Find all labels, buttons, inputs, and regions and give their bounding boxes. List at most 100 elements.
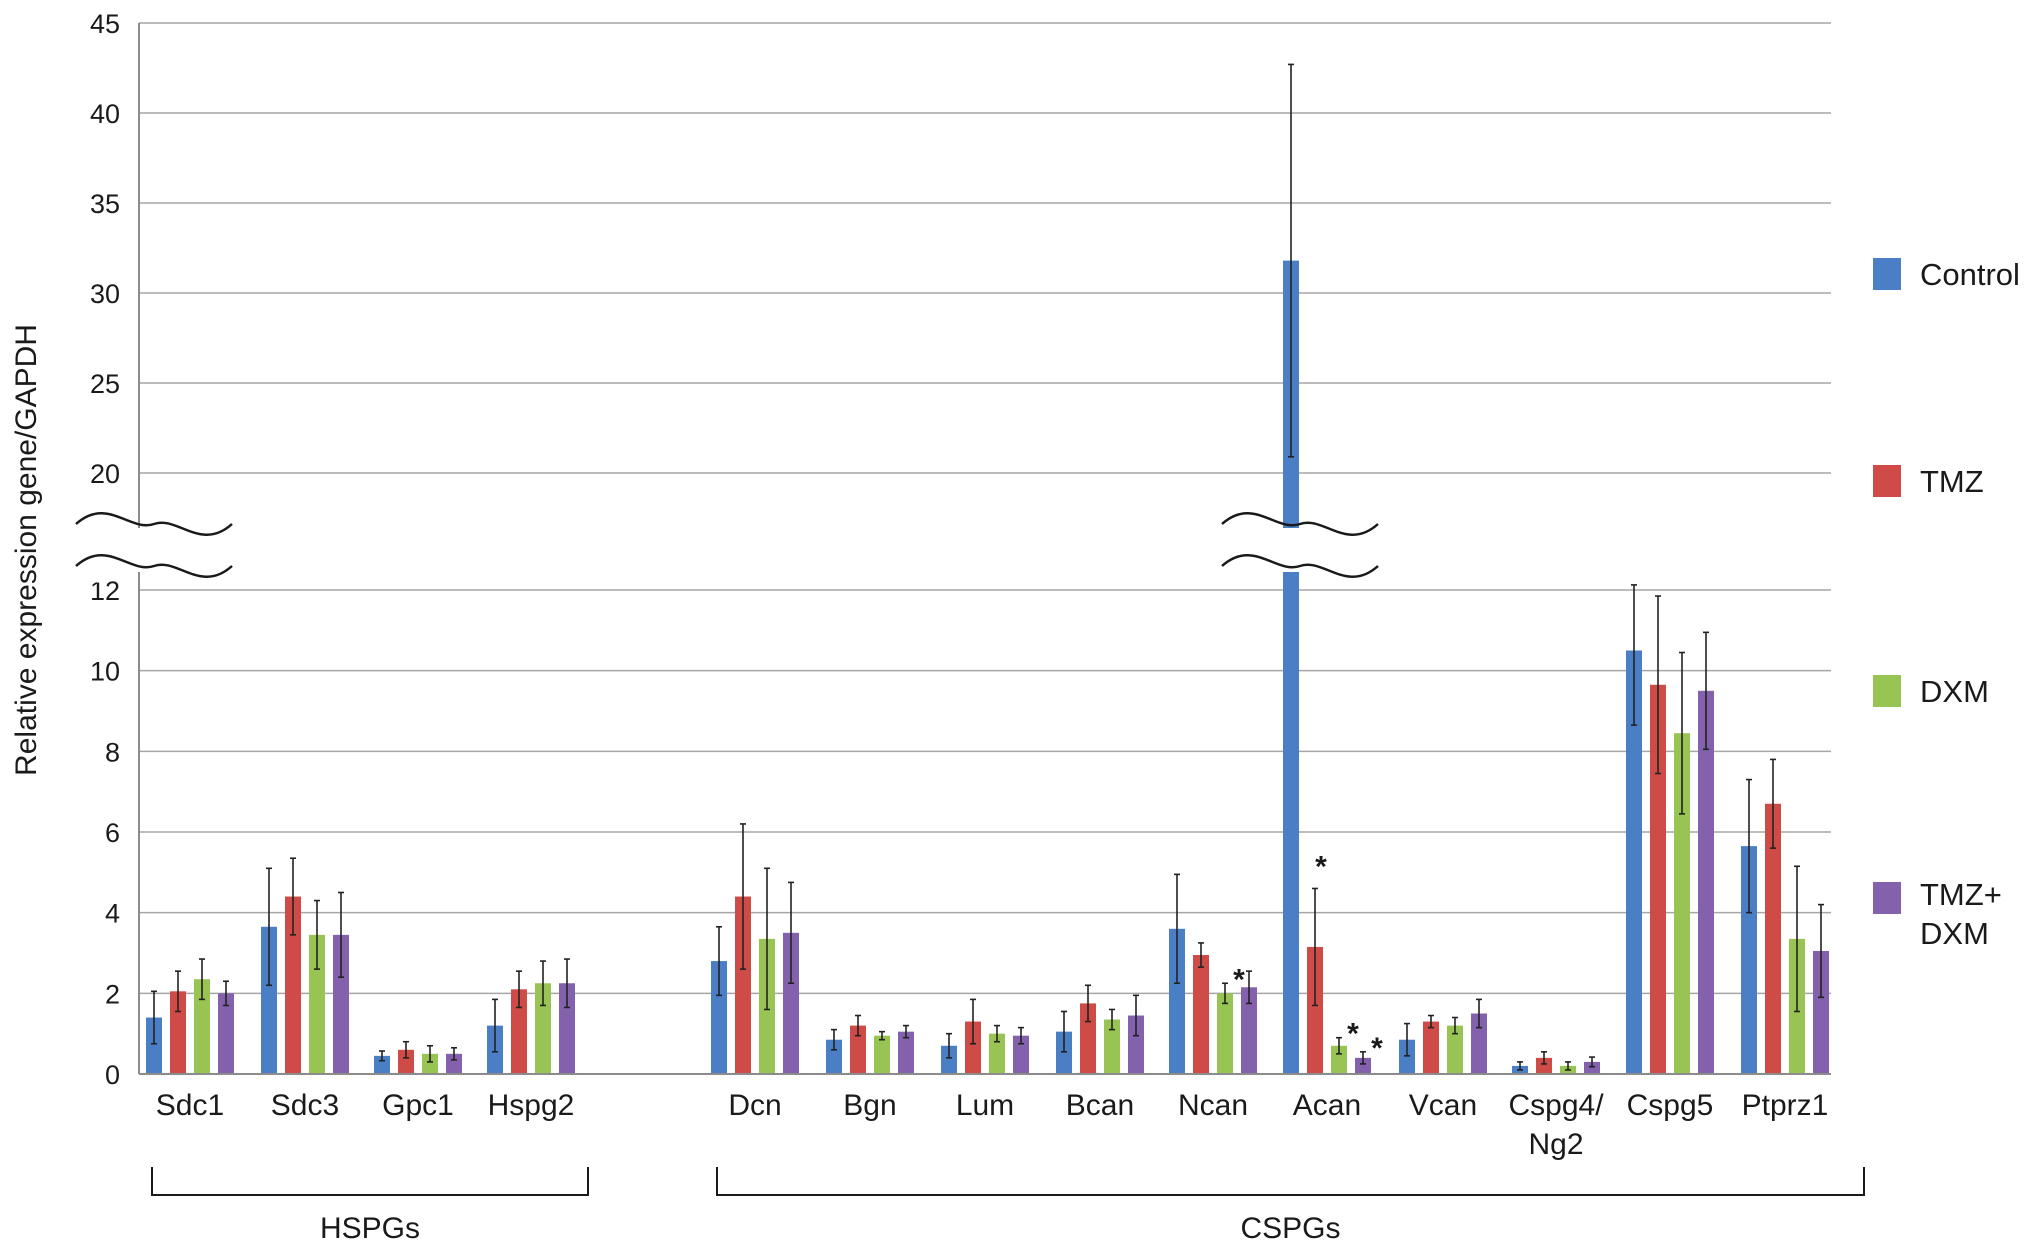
y-tick-label: 25 [90, 369, 120, 399]
bar-tmz-hspg2 [511, 989, 527, 1074]
y-tick-label: 30 [90, 279, 120, 309]
bar-dxm-cspg5 [1674, 733, 1690, 1074]
x-category-label: Acan [1293, 1089, 1361, 1122]
bar-dxm-acan [1331, 1045, 1347, 1074]
bar-tmz-dxm-dcn [783, 932, 799, 1074]
group-bracket [151, 1167, 589, 1196]
bar-dxm-vcan [1447, 1025, 1463, 1074]
bar-control-cspg5 [1626, 650, 1642, 1074]
bar-tmz-dxm-acan [1355, 1057, 1371, 1074]
y-tick-label: 0 [105, 1060, 120, 1090]
bar-tmz-dxm-lum [1013, 1035, 1029, 1074]
bar-control-ptprz1 [1741, 846, 1757, 1074]
x-category-label: Hspg2 [488, 1089, 575, 1122]
x-category-label: Dcn [728, 1089, 781, 1122]
bar-tmz-dxm-cspg4-ng2 [1584, 1061, 1600, 1074]
legend-swatch [1873, 675, 1901, 707]
axis-break-marks [75, 511, 1379, 583]
gridlines [139, 22, 1831, 995]
group-bracket [716, 1167, 1865, 1196]
bar-dxm-bgn [874, 1035, 890, 1074]
bar-dxm-ncan [1217, 993, 1233, 1074]
x-category-label: Cspg4/ [1508, 1089, 1604, 1122]
y-tick-label: 45 [90, 9, 120, 39]
bar-control-gpc1 [374, 1055, 390, 1074]
bar-tmz-dxm-gpc1 [446, 1053, 462, 1074]
significance-star: * [1233, 963, 1245, 996]
x-category-label: Ptprz1 [1742, 1089, 1829, 1122]
bar-dxm-bcan [1104, 1019, 1120, 1074]
legend-label: TMZ+ [1920, 877, 2002, 912]
bar-control-sdc1 [146, 1017, 162, 1074]
bar-tmz-dxm-bcan [1128, 1015, 1144, 1074]
group-label: CSPGs [1240, 1212, 1340, 1245]
bar-dxm-hspg2 [535, 983, 551, 1074]
bar-tmz-vcan [1423, 1021, 1439, 1074]
bar-dxm-lum [989, 1033, 1005, 1074]
bar-dxm-sdc3 [309, 934, 325, 1074]
bar-tmz-gpc1 [398, 1049, 414, 1074]
y-axis-label: Relative expression gene/GAPDH [10, 324, 43, 776]
axis-break-line [75, 553, 233, 579]
bar-control-vcan [1399, 1039, 1415, 1074]
y-tick-label: 35 [90, 189, 120, 219]
bar-tmz-ptprz1 [1765, 803, 1781, 1074]
x-category-label: Bcan [1066, 1089, 1134, 1122]
bar-tmz-dxm-vcan [1471, 1013, 1487, 1074]
bar-tmz-dxm-hspg2 [559, 983, 575, 1074]
y-tick-label: 40 [90, 99, 120, 129]
significance-markers: * * * * [1233, 850, 1383, 1064]
bar-control-dcn [711, 961, 727, 1074]
bar-control-bcan [1056, 1031, 1072, 1074]
x-category-label: Sdc3 [271, 1089, 339, 1122]
bar-tmz-dxm-sdc3 [333, 934, 349, 1074]
legend-label: Control [1920, 257, 2020, 292]
bar-tmz-bgn [850, 1025, 866, 1074]
bar-tmz-dcn [735, 896, 751, 1074]
x-category-label: Bgn [843, 1089, 896, 1122]
bar-dxm-gpc1 [422, 1053, 438, 1074]
legend: Control TMZ DXM TMZ+ DXM [1873, 257, 2020, 951]
axis-break-line [75, 511, 233, 537]
bar-tmz-sdc3 [285, 896, 301, 1074]
significance-star: * [1315, 850, 1327, 883]
bar-tmz-ncan [1193, 955, 1209, 1074]
x-category-label: Vcan [1409, 1089, 1477, 1122]
bar-tmz-bcan [1080, 1003, 1096, 1074]
bar-tmz-acan [1307, 946, 1323, 1074]
x-category-label: Sdc1 [156, 1089, 224, 1122]
axis-break-line [1221, 553, 1379, 579]
y-tick-label: 4 [105, 899, 120, 929]
bar-tmz-cspg5 [1650, 684, 1666, 1074]
significance-star: * [1347, 1018, 1359, 1051]
y-tick-label: 2 [105, 979, 120, 1009]
bar-control-ncan [1169, 928, 1185, 1074]
bar-control-sdc3 [261, 926, 277, 1074]
bar-tmz-cspg4-ng2 [1536, 1057, 1552, 1074]
legend-label: DXM [1920, 674, 1989, 709]
bar-marks [146, 260, 1829, 1075]
significance-star: * [1371, 1032, 1383, 1065]
error-bars [151, 63, 1824, 1071]
bar-tmz-dxm-ptprz1 [1813, 950, 1829, 1074]
bar-control-lum [941, 1045, 957, 1074]
bar-tmz-lum [965, 1021, 981, 1074]
x-category-label: Cspg5 [1627, 1089, 1714, 1122]
x-category-label: Lum [956, 1089, 1014, 1122]
y-tick-label: 6 [105, 818, 120, 848]
bar-dxm-sdc1 [194, 979, 210, 1074]
group-label: HSPGs [320, 1212, 420, 1245]
legend-label: TMZ [1920, 464, 1984, 499]
x-category-label: Ncan [1178, 1089, 1248, 1122]
bar-tmz-dxm-sdc1 [218, 993, 234, 1074]
axes [138, 23, 1831, 1075]
axis-break-line [1221, 511, 1379, 537]
legend-swatch [1873, 465, 1901, 497]
bar-control-bgn [826, 1039, 842, 1074]
bar-tmz-dxm-cspg5 [1698, 690, 1714, 1074]
group-brackets: HSPGs CSPGs [151, 1167, 1865, 1245]
x-category-labels: Sdc1 Sdc3 Gpc1 Hspg2 Dcn Bgn Lum Bcan Ncan Acan Vc… [156, 1089, 1829, 1161]
legend-swatch [1873, 258, 1901, 290]
